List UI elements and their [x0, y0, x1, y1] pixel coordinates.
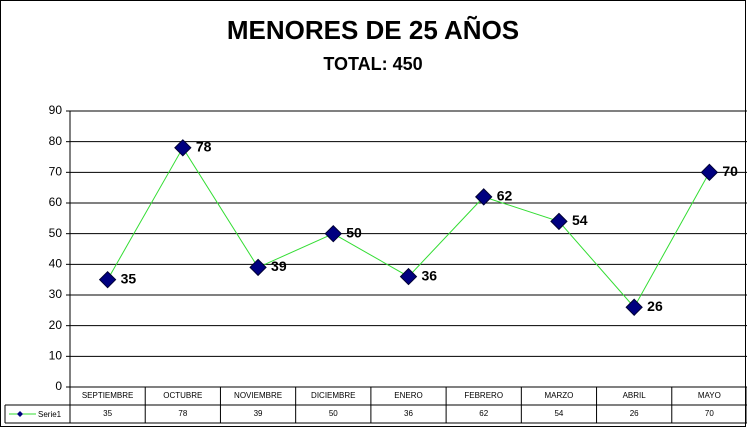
y-tick-label: 20 — [49, 318, 63, 332]
x-tick-label: ABRIL — [623, 391, 647, 400]
x-tick-label: MAYO — [698, 391, 721, 400]
y-tick-label: 40 — [49, 257, 63, 271]
chart-title: MENORES DE 25 AÑOS — [227, 15, 519, 45]
marker — [174, 139, 192, 157]
data-label: 62 — [497, 188, 513, 204]
x-tick-label: MARZO — [544, 391, 573, 400]
y-tick-label: 70 — [49, 165, 63, 179]
data-label: 39 — [271, 258, 287, 274]
y-tick-label: 60 — [49, 195, 63, 209]
table-value: 62 — [479, 409, 488, 418]
y-tick-label: 80 — [49, 134, 63, 148]
y-tick-label: 10 — [49, 349, 63, 363]
chart-subtitle: TOTAL: 450 — [323, 54, 422, 74]
marker — [475, 188, 493, 206]
x-tick-label: FEBRERO — [464, 391, 503, 400]
table-value: 70 — [705, 409, 714, 418]
marker — [399, 267, 418, 286]
y-tick-label: 50 — [49, 226, 63, 240]
x-tick-label: OCTUBRE — [163, 391, 202, 400]
x-tick-label: ENERO — [394, 391, 422, 400]
x-tick-label: DICIEMBRE — [311, 391, 355, 400]
y-tick-label: 0 — [55, 379, 62, 393]
data-label: 26 — [647, 298, 663, 314]
x-tick-label: NOVIEMBRE — [234, 391, 282, 400]
marker — [98, 270, 117, 289]
data-label: 78 — [196, 139, 212, 155]
table-value: 39 — [254, 409, 263, 418]
marker — [550, 212, 568, 231]
marker — [625, 298, 643, 316]
table-value: 36 — [404, 409, 413, 418]
legend-label: Serie1 — [38, 410, 62, 419]
marker — [249, 258, 267, 277]
x-tick-label: SEPTIEMBRE — [82, 391, 134, 400]
data-label: 50 — [346, 224, 362, 240]
y-tick-label: 30 — [49, 287, 63, 301]
data-label: 54 — [572, 212, 588, 228]
data-label: 36 — [422, 267, 438, 283]
y-tick-label: 90 — [49, 103, 63, 117]
data-label: 35 — [121, 270, 137, 286]
table-value: 26 — [630, 409, 639, 418]
data-label: 70 — [722, 163, 738, 179]
table-value: 35 — [103, 409, 112, 418]
table-value: 50 — [329, 409, 338, 418]
legend-key-marker — [17, 411, 23, 417]
marker — [700, 163, 719, 182]
table-value: 78 — [178, 409, 187, 418]
table-value: 54 — [554, 409, 563, 418]
marker — [324, 224, 342, 243]
